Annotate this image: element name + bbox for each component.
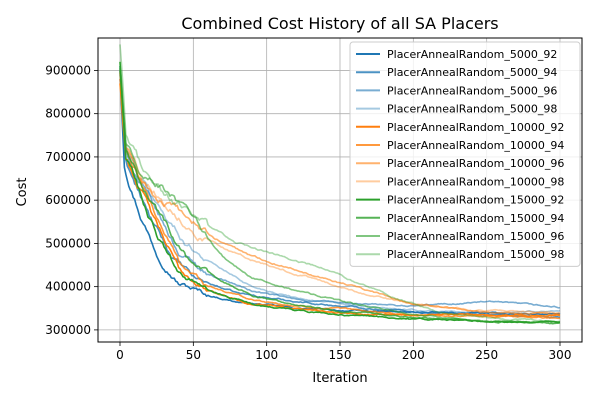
legend-label: PlacerAnnealRandom_10000_96	[387, 157, 564, 170]
axis-ticks: 0 50 100 150 200 250 300 300000 400000 500000 6000…	[45, 63, 571, 362]
y-tick-label: 500000	[45, 236, 91, 250]
y-tick-label: 900000	[45, 63, 91, 77]
chart-title: Combined Cost History of all SA Placers	[181, 14, 498, 33]
legend-label: PlacerAnnealRandom_10000_92	[387, 121, 564, 134]
x-tick-label: 200	[402, 348, 425, 362]
legend-label: PlacerAnnealRandom_5000_96	[387, 84, 557, 97]
y-tick-label: 700000	[45, 150, 91, 164]
series-line	[119, 68, 561, 325]
legend-label: PlacerAnnealRandom_15000_92	[387, 194, 564, 207]
x-tick-label: 50	[186, 348, 201, 362]
series-lines	[119, 44, 561, 325]
series-line	[119, 66, 561, 324]
x-tick-label: 250	[475, 348, 498, 362]
legend-label: PlacerAnnealRandom_10000_94	[387, 139, 564, 152]
y-tick-label: 800000	[45, 107, 91, 121]
y-tick-label: 300000	[45, 323, 91, 337]
series-line	[119, 70, 561, 315]
legend: PlacerAnnealRandom_5000_92 PlacerAnnealRa…	[349, 41, 581, 267]
x-tick-label: 150	[329, 348, 352, 362]
y-tick-label: 400000	[45, 280, 91, 294]
series-line	[119, 44, 560, 323]
legend-label: PlacerAnnealRandom_5000_92	[387, 48, 557, 61]
y-axis-label: Cost	[15, 178, 30, 207]
legend-label: PlacerAnnealRandom_10000_98	[387, 175, 564, 188]
x-tick-label: 300	[549, 348, 572, 362]
x-tick-label: 0	[116, 348, 124, 362]
y-tick-label: 600000	[45, 193, 91, 207]
legend-label: PlacerAnnealRandom_5000_98	[387, 103, 557, 116]
x-axis-label: Iteration	[312, 371, 367, 386]
series-line	[119, 79, 561, 316]
legend-label: PlacerAnnealRandom_15000_98	[387, 248, 564, 261]
legend-label: PlacerAnnealRandom_15000_94	[387, 212, 564, 225]
legend-label: PlacerAnnealRandom_5000_94	[387, 66, 557, 79]
x-tick-label: 100	[255, 348, 278, 362]
series-line	[119, 72, 561, 320]
legend-box	[349, 41, 581, 267]
legend-label: PlacerAnnealRandom_15000_96	[387, 230, 564, 243]
